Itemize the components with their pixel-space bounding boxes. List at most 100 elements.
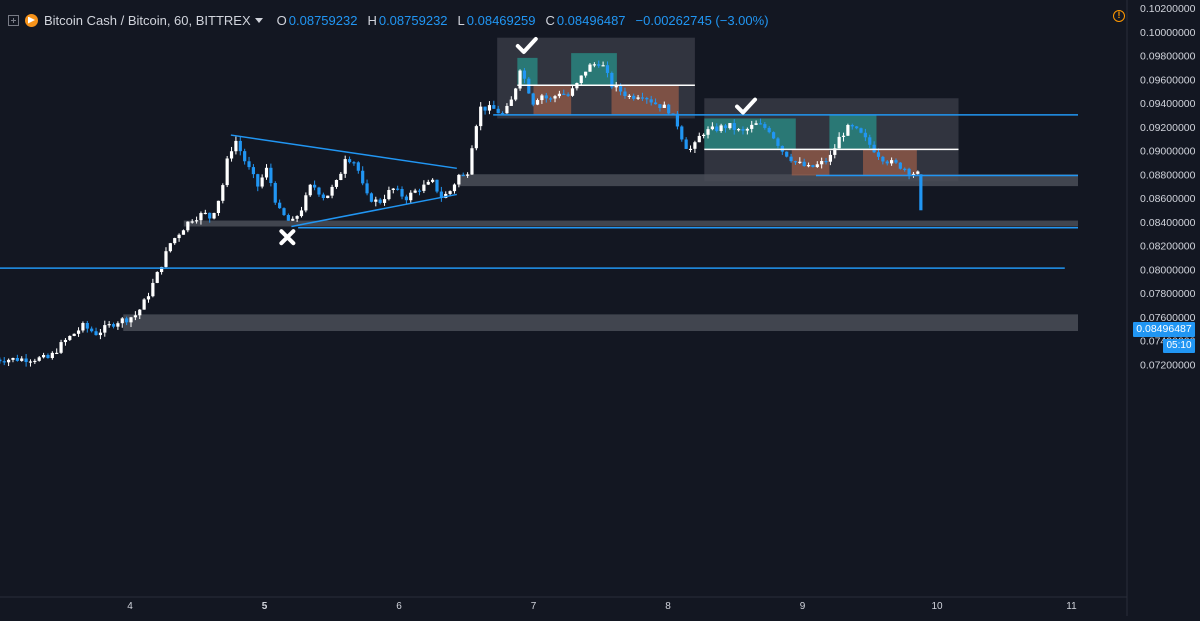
candle-body[interactable]	[55, 352, 59, 355]
candle-body[interactable]	[579, 75, 583, 84]
candle-body[interactable]	[544, 95, 548, 99]
candle-body[interactable]	[229, 151, 234, 159]
candle-body[interactable]	[767, 127, 771, 133]
candle-body[interactable]	[238, 140, 242, 152]
candle-body[interactable]	[474, 126, 478, 149]
candle-body[interactable]	[719, 125, 723, 131]
candle-body[interactable]	[850, 125, 854, 127]
candle-body[interactable]	[837, 136, 841, 149]
candle-body[interactable]	[562, 93, 566, 95]
candle-body[interactable]	[138, 309, 142, 316]
candle-body[interactable]	[125, 318, 129, 323]
candle-body[interactable]	[15, 357, 19, 361]
candle-body[interactable]	[208, 212, 212, 219]
candle-body[interactable]	[391, 188, 395, 190]
candle-body[interactable]	[431, 179, 435, 182]
candle-body[interactable]	[94, 331, 98, 336]
candle-body[interactable]	[811, 165, 815, 168]
candle-body[interactable]	[597, 64, 601, 66]
candle-body[interactable]	[426, 181, 430, 185]
candle-body[interactable]	[653, 102, 658, 105]
candle-body[interactable]	[98, 332, 103, 336]
candle-body[interactable]	[693, 142, 697, 149]
candle-body[interactable]	[330, 186, 334, 196]
candle-body[interactable]	[352, 162, 356, 164]
candle-body[interactable]	[203, 212, 207, 215]
candle-body[interactable]	[771, 132, 776, 139]
candle-body[interactable]	[417, 190, 422, 192]
candle-body[interactable]	[190, 221, 194, 223]
triangle-trendline[interactable]	[230, 134, 457, 170]
candle-body[interactable]	[885, 161, 889, 164]
candle-body[interactable]	[46, 354, 50, 359]
candle-body[interactable]	[505, 105, 509, 114]
candle-body[interactable]	[732, 123, 736, 130]
candle-body[interactable]	[457, 174, 461, 185]
candle-body[interactable]	[894, 160, 898, 163]
candle-body[interactable]	[90, 328, 94, 332]
candle-body[interactable]	[627, 95, 631, 97]
candle-body[interactable]	[225, 158, 229, 186]
candle-body[interactable]	[649, 99, 653, 103]
green-highlight-box[interactable]	[517, 57, 538, 86]
candle-body[interactable]	[820, 161, 824, 165]
green-highlight-box[interactable]	[704, 118, 796, 150]
candle-body[interactable]	[378, 199, 382, 203]
candle-body[interactable]	[470, 148, 474, 175]
candle-body[interactable]	[103, 325, 107, 333]
candle-body[interactable]	[500, 113, 505, 115]
candle-body[interactable]	[413, 190, 417, 193]
candle-body[interactable]	[702, 134, 706, 136]
candle-body[interactable]	[750, 124, 754, 129]
candle-body[interactable]	[605, 65, 610, 73]
candle-body[interactable]	[741, 129, 745, 131]
candle-body[interactable]	[269, 167, 273, 183]
candle-body[interactable]	[540, 95, 544, 101]
candle-body[interactable]	[688, 148, 693, 151]
candle-body[interactable]	[50, 352, 54, 359]
collapse-icon[interactable]	[8, 14, 19, 26]
candle-body[interactable]	[522, 70, 527, 79]
candle-body[interactable]	[304, 195, 308, 211]
candle-body[interactable]	[697, 135, 701, 143]
candle-body[interactable]	[785, 151, 789, 157]
candle-body[interactable]	[81, 323, 85, 331]
candle-body[interactable]	[640, 97, 645, 99]
candle-body[interactable]	[855, 126, 859, 129]
candle-body[interactable]	[273, 182, 277, 203]
candle-body[interactable]	[684, 139, 688, 149]
candle-body[interactable]	[833, 148, 837, 155]
candle-body[interactable]	[160, 266, 164, 273]
candle-body[interactable]	[347, 159, 352, 163]
green-highlight-box[interactable]	[571, 53, 617, 86]
candle-body[interactable]	[549, 98, 553, 100]
candle-body[interactable]	[282, 208, 286, 216]
candle-body[interactable]	[509, 99, 513, 106]
candle-body[interactable]	[129, 317, 133, 323]
candle-body[interactable]	[859, 128, 863, 133]
candle-body[interactable]	[592, 64, 596, 66]
candle-body[interactable]	[422, 184, 426, 191]
candle-body[interactable]	[24, 358, 28, 363]
candle-body[interactable]	[754, 123, 758, 125]
candle-body[interactable]	[658, 104, 662, 108]
candle-body[interactable]	[7, 359, 11, 363]
candle-body[interactable]	[286, 215, 290, 221]
candle-body[interactable]	[876, 152, 881, 157]
candle-body[interactable]	[133, 315, 137, 318]
candle-body[interactable]	[737, 129, 741, 131]
candle-body[interactable]	[863, 132, 867, 138]
candle-body[interactable]	[120, 318, 124, 324]
candle-body[interactable]	[872, 144, 876, 153]
candle-body[interactable]	[299, 210, 304, 217]
candle-body[interactable]	[758, 123, 763, 125]
candle-body[interactable]	[0, 359, 2, 362]
candle-body[interactable]	[706, 129, 710, 135]
candle-body[interactable]	[890, 160, 894, 164]
candle-body[interactable]	[33, 360, 37, 363]
symbol-title[interactable]: Bitcoin Cash / Bitcoin, 60, BITTREX	[44, 12, 251, 28]
candle-body[interactable]	[247, 161, 251, 168]
triangle-trendline[interactable]	[291, 193, 457, 228]
